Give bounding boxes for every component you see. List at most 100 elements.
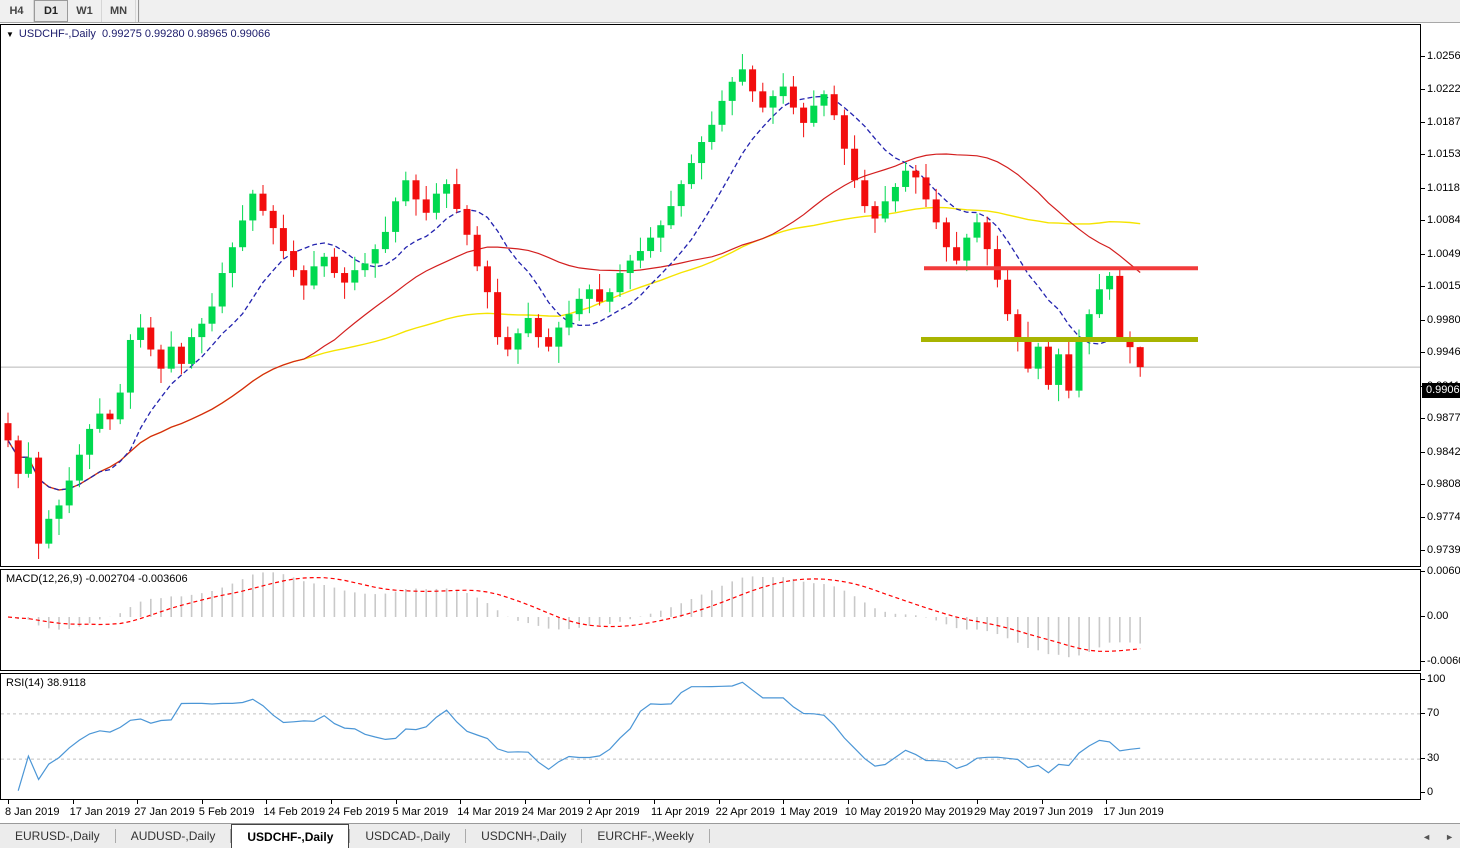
candle: [779, 86, 787, 97]
candle: [24, 457, 32, 474]
date-axis-label: 7 Jun 2019: [1038, 806, 1094, 818]
candle: [565, 314, 573, 328]
price-axis-label: 1.01530: [1427, 148, 1460, 161]
date-axis-label: 14 Feb 2019: [263, 806, 326, 818]
candle: [249, 193, 257, 221]
candle: [596, 289, 604, 302]
candle: [1044, 346, 1052, 385]
candle: [239, 220, 247, 248]
date-axis-label: 22 Apr 2019: [715, 806, 775, 818]
candle: [963, 237, 971, 261]
chart-tab-audusd[interactable]: AUDUSD-,Daily: [130, 829, 216, 843]
candle: [198, 323, 206, 338]
price-axis-label: 1.00490: [1427, 247, 1460, 260]
tab-scroll-right-icon[interactable]: ►: [1445, 831, 1454, 842]
timeframe-button-w1[interactable]: W1: [68, 0, 102, 22]
candle: [810, 105, 818, 123]
macd-indicator-pane[interactable]: MACD(12,26,9) -0.002704 -0.003606: [0, 569, 1421, 671]
candle: [1085, 314, 1093, 340]
candle: [432, 193, 440, 213]
candle: [749, 69, 757, 92]
candle: [351, 270, 359, 283]
timeframe-button-mn[interactable]: MN: [102, 0, 136, 22]
candle: [290, 251, 298, 271]
candle: [687, 163, 695, 185]
rsi-chart[interactable]: [1, 674, 1420, 799]
date-axis-label: 17 Jan 2019: [69, 806, 131, 818]
rsi-axis-label: 0: [1427, 786, 1434, 798]
candle: [636, 251, 644, 261]
resistance-line[interactable]: [924, 266, 1198, 271]
candle: [891, 186, 899, 202]
candle: [55, 505, 63, 519]
candle: [65, 480, 73, 506]
macd-label: MACD(12,26,9) -0.002704 -0.003606: [6, 573, 188, 585]
macd-chart[interactable]: [1, 570, 1420, 670]
candle: [1014, 314, 1022, 338]
candle: [412, 180, 420, 200]
candle: [35, 457, 43, 544]
candle: [1024, 337, 1032, 369]
date-axis-label: 24 Mar 2019: [521, 806, 584, 818]
candle: [361, 263, 369, 271]
price-chart-pane[interactable]: ▼ USDCHF-,Daily 0.99275 0.99280 0.98965 0…: [0, 24, 1421, 567]
current-price-box: 0.99066: [1422, 383, 1460, 399]
candle: [310, 266, 318, 286]
candle: [392, 201, 400, 232]
tab-scroll-left-icon[interactable]: ◄: [1422, 831, 1432, 842]
rsi-line: [17, 681, 1141, 791]
candle: [993, 249, 1001, 280]
rsi-axis-label: 70: [1427, 706, 1440, 719]
chevron-down-icon[interactable]: ▼: [6, 30, 14, 39]
candle: [116, 392, 124, 420]
date-axis-label: 29 May 2019: [974, 806, 1038, 818]
candle: [942, 222, 950, 248]
candle: [708, 124, 716, 143]
macd-axis-label: -0.006096: [1427, 655, 1460, 667]
chart-tab-usdcnh[interactable]: USDCNH-,Daily: [481, 829, 567, 843]
candle: [922, 177, 930, 200]
timeframe-toolbar: H4 D1 W1 MN: [0, 0, 1460, 23]
price-axis-label: 1.01870: [1427, 115, 1460, 128]
ma-mid-line: [7, 153, 1141, 491]
candle: [912, 170, 920, 178]
chart-tab-eurchf[interactable]: EURCHF-,Weekly: [597, 829, 694, 843]
candle: [320, 256, 328, 267]
date-axis-label: 24 Feb 2019: [328, 806, 390, 818]
candle: [381, 231, 389, 250]
chart-title: ▼ USDCHF-,Daily 0.99275 0.99280 0.98965 0…: [6, 28, 270, 40]
date-axis[interactable]: 8 Jan 2019 17 Jan 2019 27 Jan 2019 5 Feb 20…: [0, 800, 1460, 822]
date-axis-label: 10 May 2019: [844, 806, 909, 818]
date-axis-label: 2 Apr 2019: [586, 806, 640, 818]
timeframe-button-h4[interactable]: H4: [0, 0, 34, 22]
candle: [269, 210, 277, 229]
candle: [330, 256, 338, 274]
candle: [494, 292, 502, 338]
support-line[interactable]: [921, 336, 1198, 342]
macd-axis: 0.006058 0.00 -0.006096: [1421, 565, 1460, 671]
candle: [14, 440, 22, 474]
date-axis-label: 27 Jan 2019: [134, 806, 195, 818]
rsi-indicator-pane[interactable]: RSI(14) 38.9118: [0, 673, 1421, 800]
candle: [75, 454, 83, 481]
candle: [1055, 354, 1063, 385]
macd-axis-label: 0.00: [1427, 610, 1449, 622]
candle: [126, 339, 134, 393]
candle: [453, 184, 461, 209]
candle: [86, 428, 94, 455]
macd-histogram: [17, 572, 1141, 658]
candlestick-chart[interactable]: [1, 25, 1420, 566]
candle: [575, 298, 583, 315]
chart-tab-usdchf[interactable]: USDCHF-,Daily: [231, 824, 350, 848]
chart-tab-usdcad[interactable]: USDCAD-,Daily: [365, 829, 451, 843]
candle: [718, 100, 726, 125]
candle: [259, 193, 267, 211]
chart-tab-eurusd[interactable]: EURUSD-,Daily: [15, 829, 100, 843]
candle: [677, 184, 685, 207]
date-axis-label: 17 Jun 2019: [1103, 806, 1164, 818]
candle: [820, 94, 828, 106]
timeframe-button-d1[interactable]: D1: [34, 0, 68, 22]
candle: [698, 142, 706, 164]
